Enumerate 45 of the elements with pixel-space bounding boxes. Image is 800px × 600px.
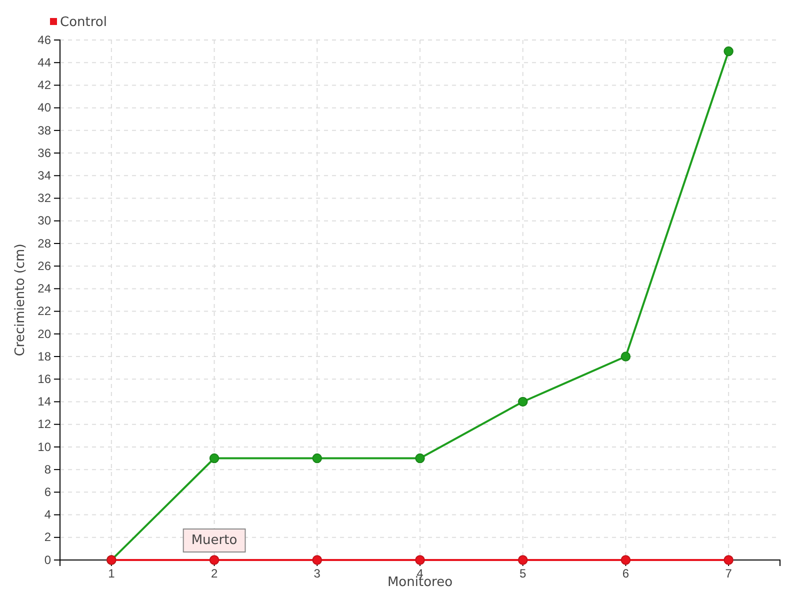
y-tick-label: 4 bbox=[44, 508, 52, 522]
y-tick-label: 10 bbox=[38, 440, 52, 454]
point bbox=[620, 352, 631, 362]
point bbox=[724, 555, 734, 565]
x-tick-label: 5 bbox=[520, 566, 527, 581]
point bbox=[415, 453, 425, 464]
y-tick-label: 20 bbox=[38, 326, 52, 341]
point bbox=[312, 555, 322, 565]
y-tick-label: 24 bbox=[38, 282, 52, 296]
y-tick-label: 2 bbox=[44, 530, 52, 544]
annotation: Muerto bbox=[191, 533, 238, 548]
y-tick-label: 30 bbox=[38, 214, 52, 228]
x-tick-label: 7 bbox=[725, 566, 732, 581]
y-tick-label: 32 bbox=[38, 191, 52, 206]
point bbox=[518, 555, 528, 565]
point bbox=[209, 555, 220, 565]
y-tick-label: 22 bbox=[38, 304, 52, 318]
x-tick-label: 3 bbox=[314, 566, 321, 581]
point bbox=[312, 453, 322, 464]
point bbox=[209, 453, 220, 464]
y-tick-label: 12 bbox=[38, 417, 52, 432]
point bbox=[620, 555, 631, 565]
y-tick-label: 16 bbox=[38, 372, 52, 386]
y-tick-label: 36 bbox=[38, 146, 52, 160]
y-tick-label: 6 bbox=[44, 485, 52, 500]
point bbox=[415, 555, 425, 565]
y-tick-label: 0 bbox=[44, 552, 52, 567]
y-tick-label: 14 bbox=[38, 394, 52, 409]
y-tick-label: 26 bbox=[38, 258, 52, 273]
y-tick-label: 46 bbox=[38, 32, 52, 47]
y-tick-label: 34 bbox=[38, 168, 52, 182]
y-axis-title: Crecimiento (cm) bbox=[13, 244, 28, 356]
y-tick-label: 38 bbox=[38, 123, 52, 138]
y-tick-label: 42 bbox=[38, 78, 52, 92]
y-tick-label: 44 bbox=[38, 55, 52, 70]
y-tick-label: 8 bbox=[44, 462, 52, 476]
point bbox=[724, 46, 734, 56]
x-tick-label: 6 bbox=[622, 566, 630, 581]
y-tick-label: 28 bbox=[38, 236, 52, 250]
y-tick-label: 18 bbox=[38, 349, 52, 364]
x-tick-label: 1 bbox=[108, 566, 116, 581]
legend-label: Control bbox=[60, 15, 107, 30]
x-tick-label: 2 bbox=[210, 566, 218, 581]
point bbox=[518, 396, 528, 407]
y-tick-label: 40 bbox=[38, 100, 52, 115]
